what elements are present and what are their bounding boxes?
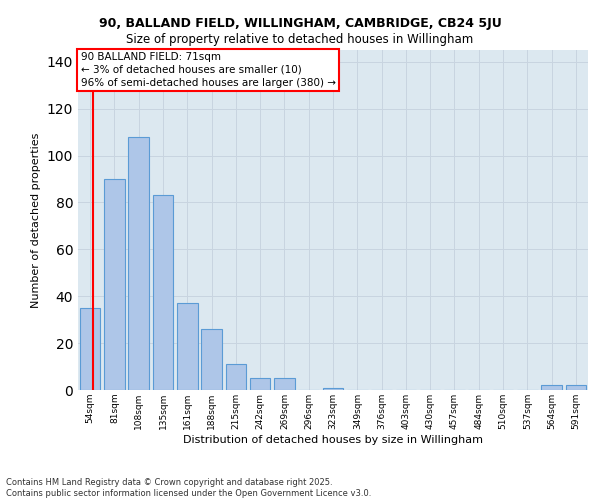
- Bar: [177, 303, 197, 390]
- Bar: [541, 386, 562, 390]
- Text: Size of property relative to detached houses in Willingham: Size of property relative to detached ho…: [127, 32, 473, 46]
- Bar: [80, 308, 100, 390]
- Bar: [128, 137, 149, 390]
- Text: 90 BALLAND FIELD: 71sqm
← 3% of detached houses are smaller (10)
96% of semi-det: 90 BALLAND FIELD: 71sqm ← 3% of detached…: [80, 52, 335, 88]
- Bar: [566, 386, 586, 390]
- Bar: [201, 329, 222, 390]
- Bar: [250, 378, 271, 390]
- Text: 90, BALLAND FIELD, WILLINGHAM, CAMBRIDGE, CB24 5JU: 90, BALLAND FIELD, WILLINGHAM, CAMBRIDGE…: [98, 18, 502, 30]
- Bar: [323, 388, 343, 390]
- Text: Contains HM Land Registry data © Crown copyright and database right 2025.
Contai: Contains HM Land Registry data © Crown c…: [6, 478, 371, 498]
- Bar: [226, 364, 246, 390]
- X-axis label: Distribution of detached houses by size in Willingham: Distribution of detached houses by size …: [183, 434, 483, 444]
- Y-axis label: Number of detached properties: Number of detached properties: [31, 132, 41, 308]
- Bar: [152, 196, 173, 390]
- Bar: [274, 378, 295, 390]
- Bar: [104, 179, 125, 390]
